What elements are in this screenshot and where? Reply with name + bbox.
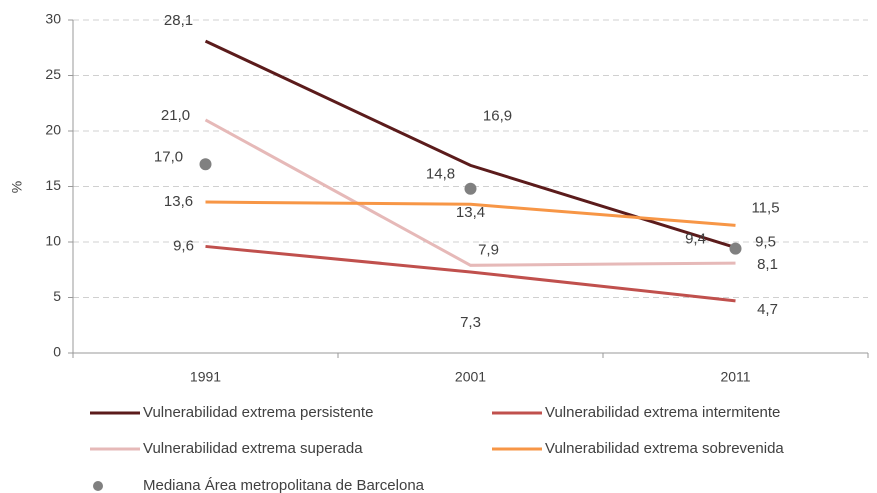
y-tick-label: 30 [45,11,61,27]
legend-label: Vulnerabilidad extrema intermitente [545,404,780,421]
y-tick-label: 0 [53,344,61,360]
data-label: 9,5 [755,234,776,251]
legend-label: Vulnerabilidad extrema persistente [143,404,373,421]
data-label: 8,1 [757,256,778,273]
marker [729,242,742,255]
data-label: 14,8 [426,166,455,183]
data-label: 16,9 [483,107,512,124]
data-label: 28,1 [164,12,193,29]
line [205,244,736,303]
line [205,200,736,227]
data-label: 9,6 [173,237,194,254]
marker [464,182,477,195]
x-tick-label: 2011 [720,369,750,385]
legend-label: Vulnerabilidad extrema sobrevenida [545,440,784,457]
y-tick-label: 5 [53,288,61,304]
marker [199,158,212,171]
data-label: 7,3 [460,314,481,331]
data-label: 21,0 [161,107,190,124]
line [204,39,736,249]
data-label: 13,6 [164,193,193,210]
data-label: 17,0 [154,148,183,165]
y-tick-label: 25 [45,66,61,82]
x-tick-label: 1991 [190,369,221,385]
legend-label: Mediana Área metropolitana de Barcelona [143,477,425,493]
y-tick-label: 10 [45,233,61,249]
x-tick-label: 2001 [455,369,486,385]
y-tick-label: 20 [45,122,61,138]
line [204,118,736,267]
data-label: 13,4 [456,204,485,221]
data-label: 7,9 [478,241,499,258]
data-label: 4,7 [757,301,778,318]
legend-label: Vulnerabilidad extrema superada [143,440,363,457]
legend-marker [93,481,103,491]
y-tick-label: 15 [45,177,61,193]
data-label: 9,4 [685,231,706,248]
data-label: 11,5 [751,199,779,216]
y-axis-label: % [9,181,25,193]
